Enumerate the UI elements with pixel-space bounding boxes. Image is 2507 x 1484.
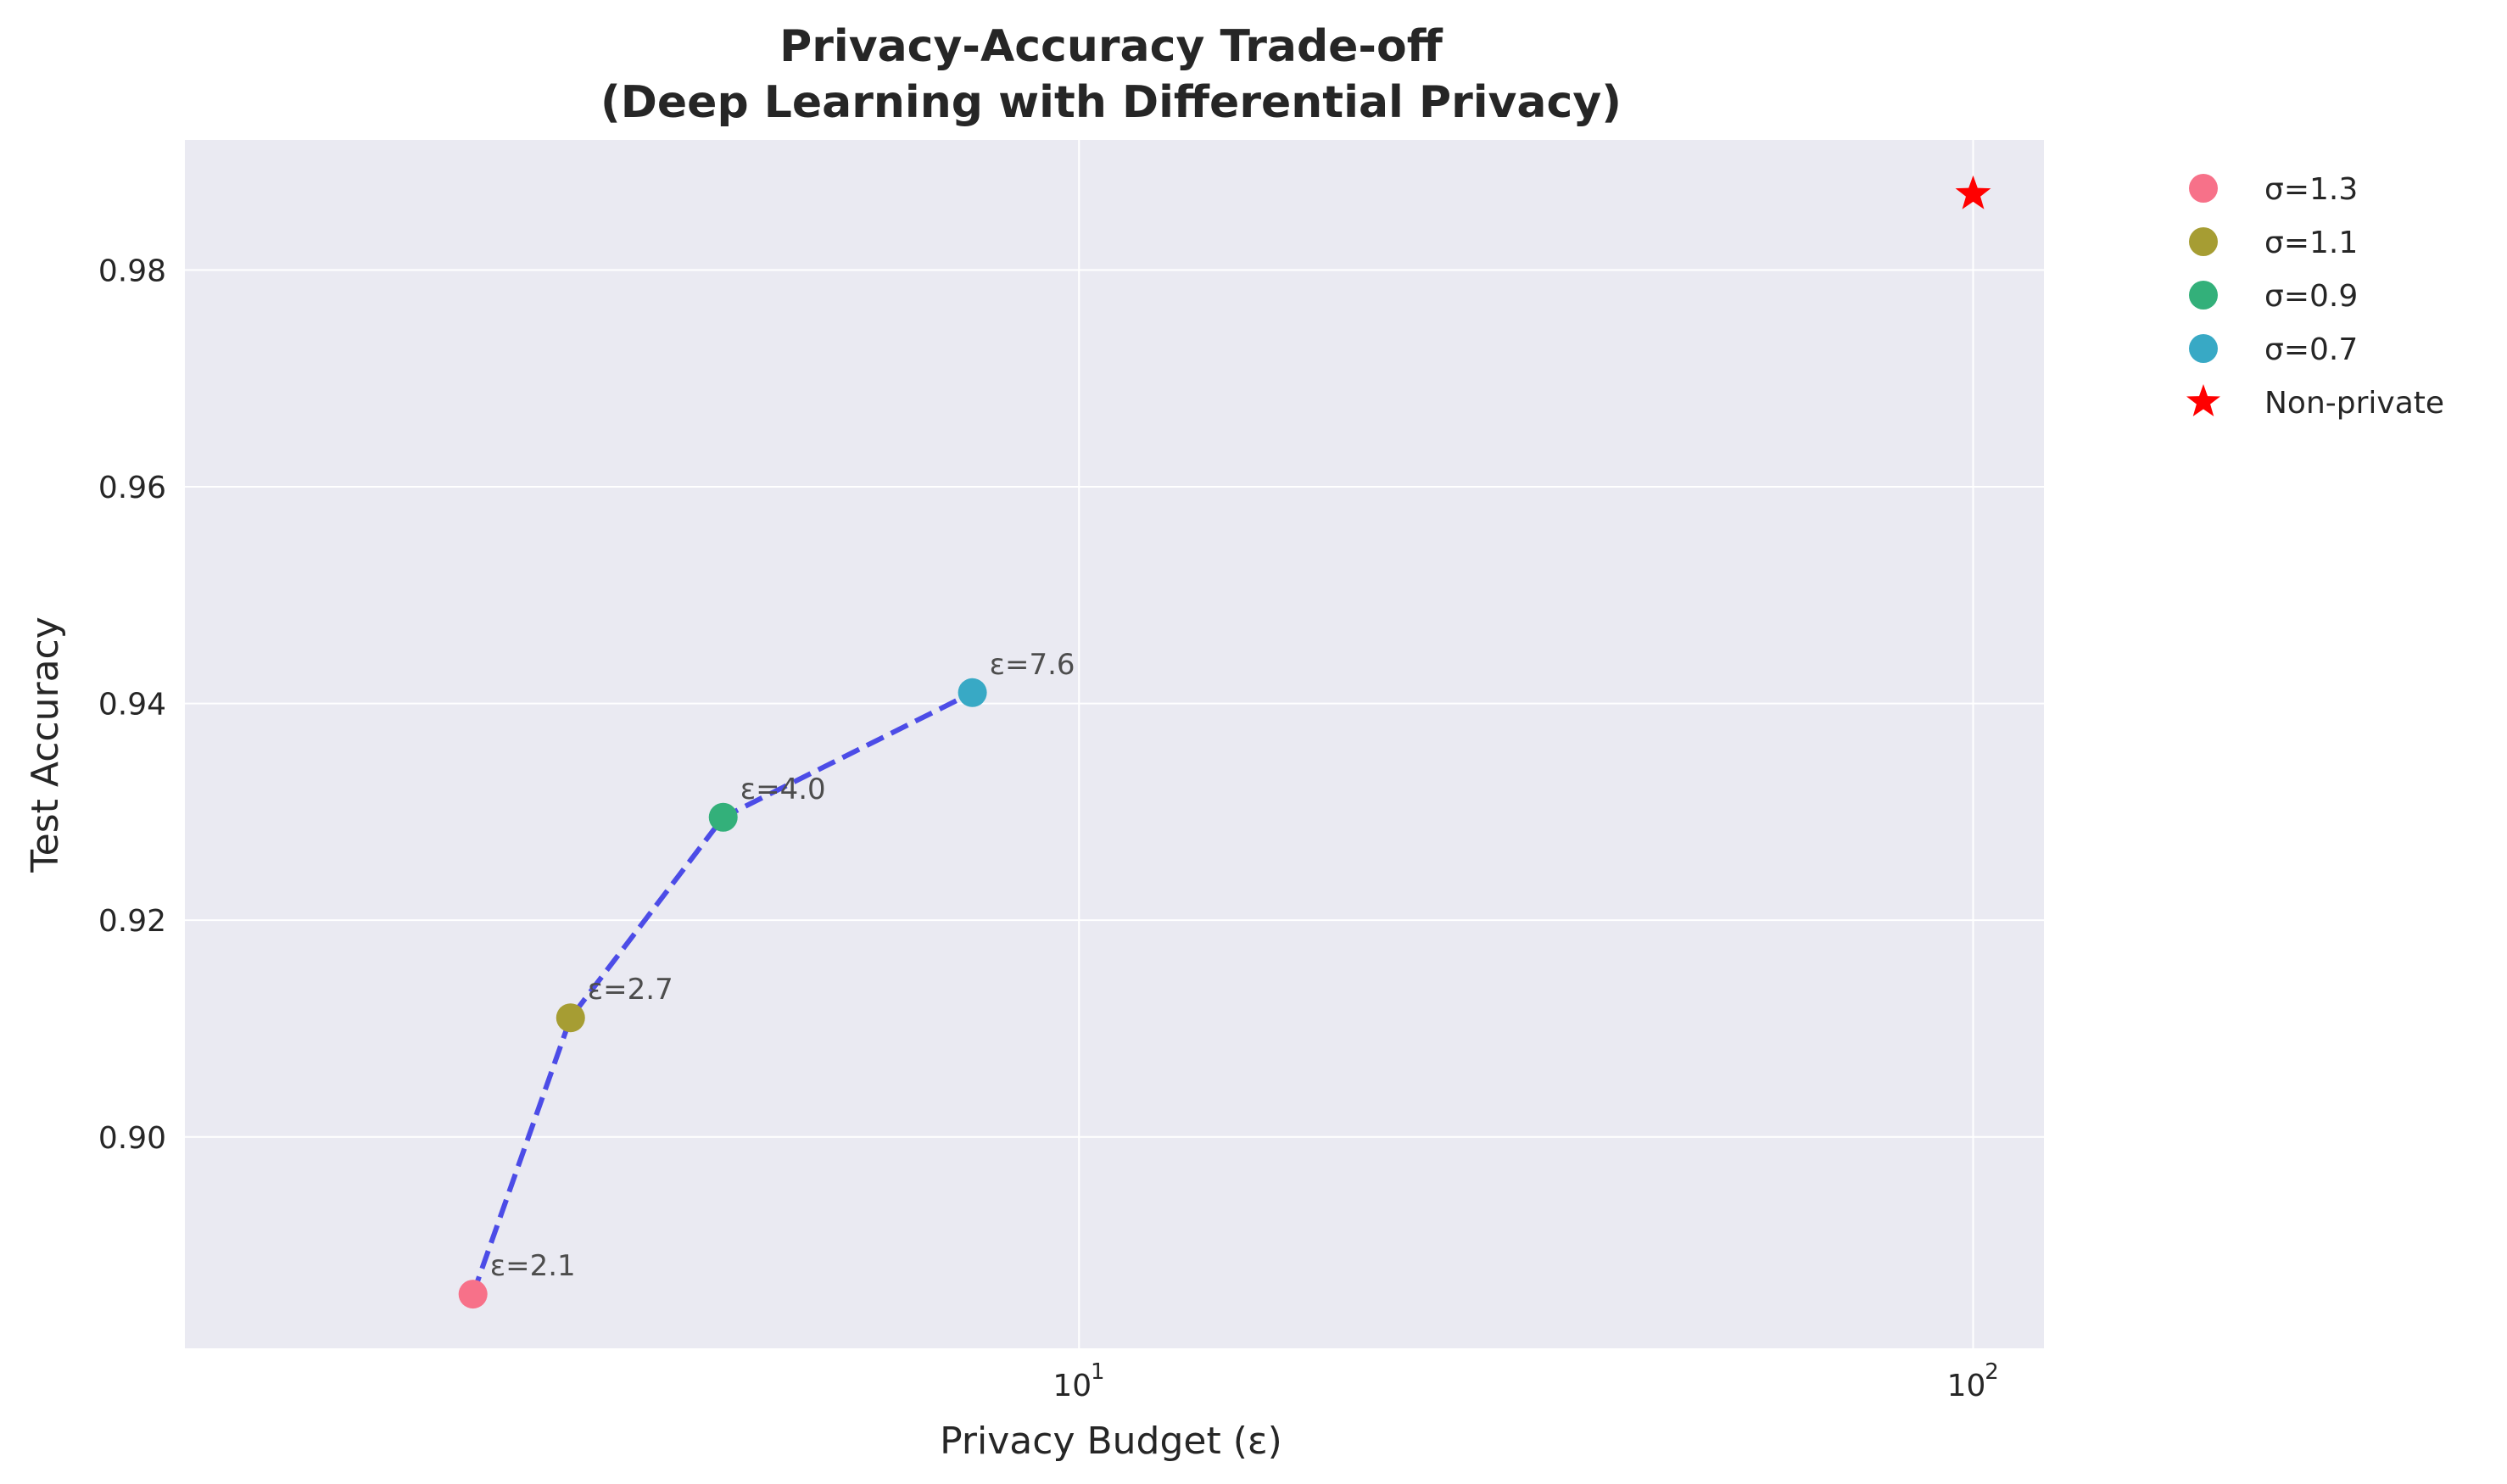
chart-title-line-2: (Deep Learning with Differential Privacy… — [600, 77, 1622, 128]
legend-label-3: σ=0.7 — [2264, 332, 2358, 367]
point-0 — [458, 1280, 488, 1309]
plot-area — [185, 140, 2044, 1348]
annotation-1: ε=2.7 — [588, 973, 673, 1007]
annotation-0: ε=2.1 — [490, 1249, 576, 1283]
x-tick-exponent-1: 2 — [1985, 1359, 1999, 1385]
point-4-star — [1955, 175, 1991, 209]
legend-marker-1 — [2189, 227, 2218, 256]
legend-label-0: σ=1.3 — [2264, 172, 2358, 207]
y-tick-label-3: 0.96 — [98, 471, 166, 505]
trend-line — [470, 690, 974, 1296]
y-tick-label-4: 0.98 — [98, 254, 166, 288]
legend-label-2: σ=0.9 — [2264, 279, 2358, 314]
point-1 — [556, 1003, 585, 1033]
legend-marker-0 — [2189, 174, 2218, 203]
annotation-2: ε=4.0 — [740, 773, 826, 806]
x-axis-ticks: 101 102 — [1052, 1359, 1998, 1403]
legend-marker-3 — [2189, 334, 2218, 363]
legend-label-1: σ=1.1 — [2264, 226, 2358, 260]
x-axis-label: Privacy Budget (ε) — [940, 1420, 1282, 1463]
grid-lines — [185, 140, 2044, 1348]
y-axis-label: Test Accuracy — [24, 616, 67, 873]
annotation-3: ε=7.6 — [990, 648, 1075, 682]
x-tick-exponent-0: 1 — [1091, 1359, 1105, 1385]
legend-marker-2 — [2189, 281, 2218, 310]
data-points — [458, 175, 1991, 1309]
x-tick-label-0: 10 — [1052, 1369, 1092, 1403]
y-tick-label-0: 0.90 — [98, 1121, 166, 1156]
point-2 — [708, 802, 738, 832]
y-tick-label-2: 0.94 — [98, 688, 166, 722]
y-axis-ticks: 0.90 0.92 0.94 0.96 0.98 — [98, 254, 166, 1155]
data-annotations: ε=2.1 ε=2.7 ε=4.0 ε=7.6 — [490, 648, 1075, 1283]
x-tick-label-1: 10 — [1947, 1369, 1986, 1403]
legend-label-4: Non-private — [2264, 386, 2444, 421]
chart-title-line-1: Privacy-Accuracy Trade-off — [779, 21, 1443, 72]
point-3 — [958, 678, 987, 707]
legend-marker-4 — [2186, 384, 2220, 416]
legend: σ=1.3 σ=1.1 σ=0.9 σ=0.7 Non-private — [2186, 172, 2444, 421]
y-tick-label-1: 0.92 — [98, 904, 166, 939]
